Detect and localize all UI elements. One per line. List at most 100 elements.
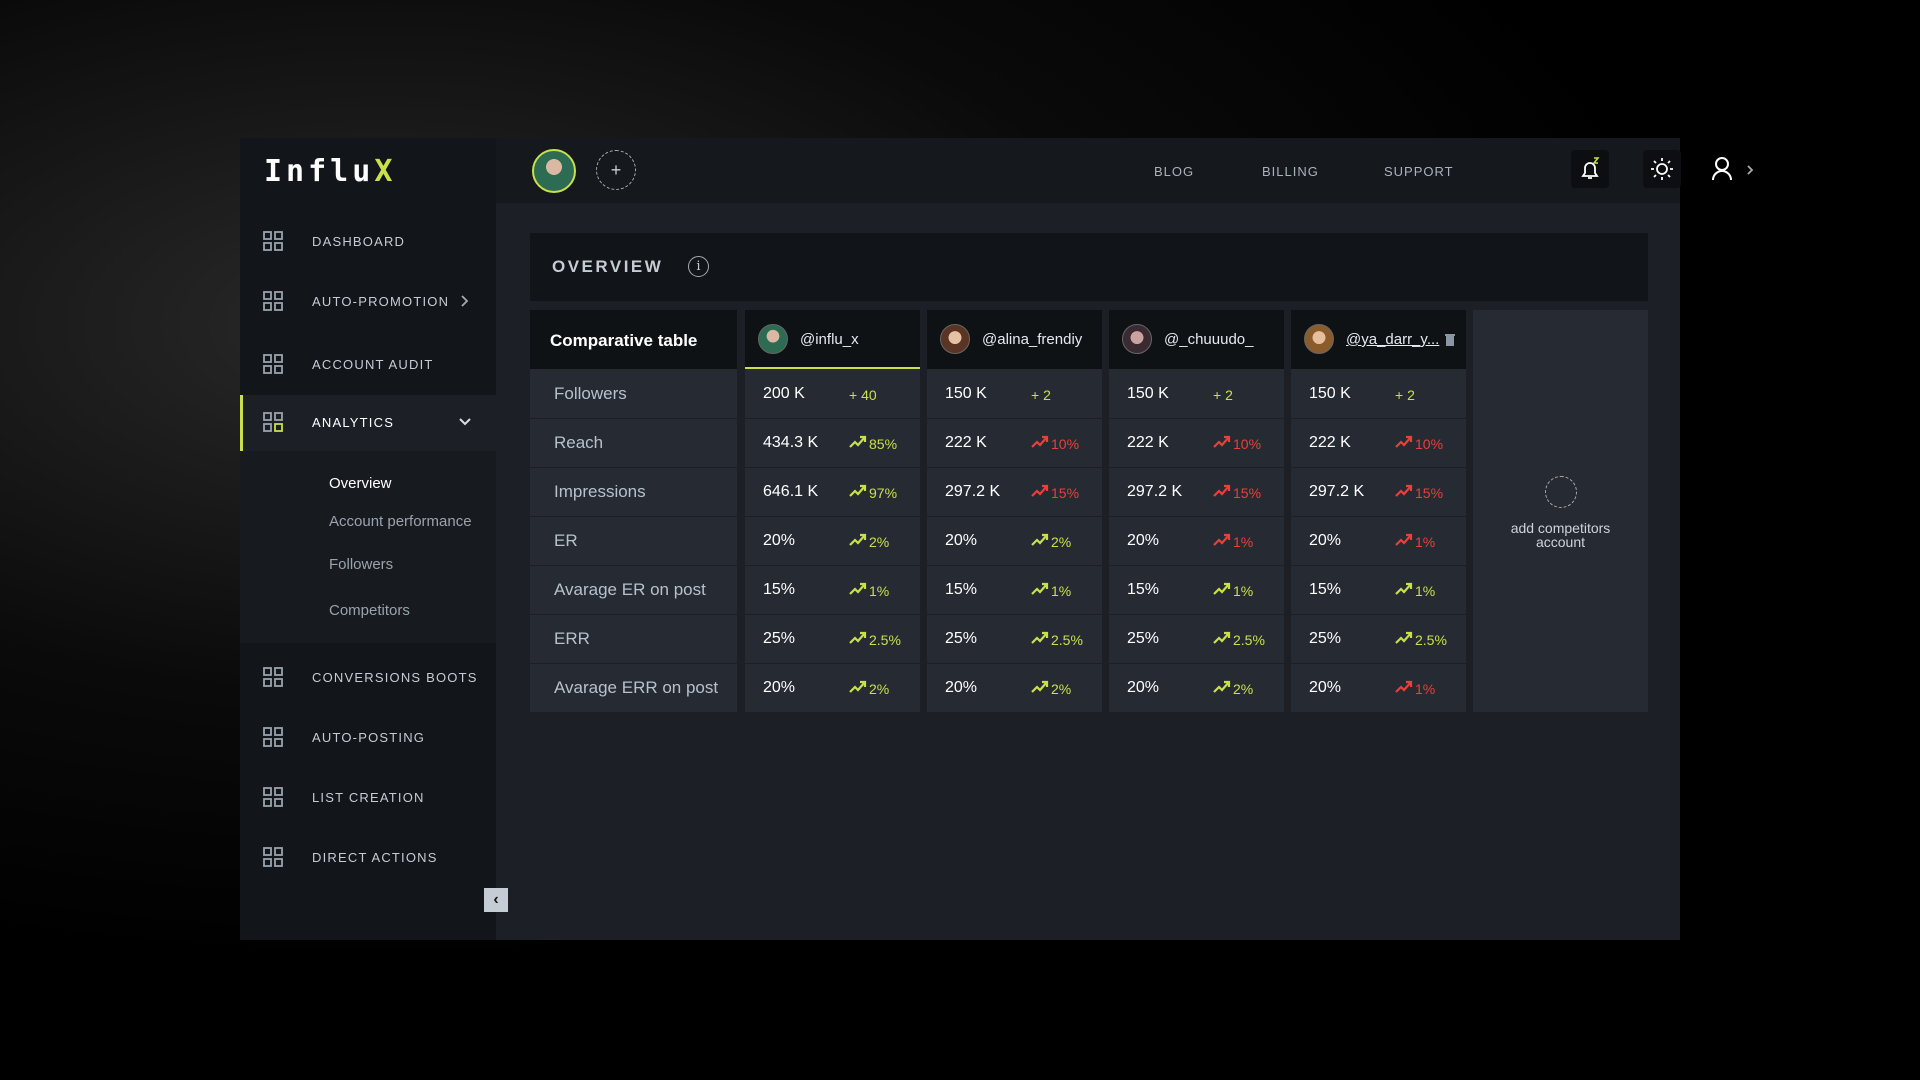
trend-icon-svg	[1395, 680, 1413, 693]
trend-icon	[1213, 533, 1231, 552]
trend-icon	[1213, 680, 1231, 699]
account-handle[interactable]: @influ_x	[800, 331, 859, 348]
nav-icon	[262, 290, 284, 317]
cell-value: 150 K	[945, 385, 987, 402]
nav-icon-svg	[263, 412, 283, 432]
account-avatar	[758, 324, 788, 354]
nav-item[interactable]: DIRECT ACTIONS	[240, 835, 496, 879]
cell-value: 20%	[763, 679, 796, 696]
cell-value: 20%	[1127, 532, 1160, 549]
sun-icon	[1651, 158, 1673, 180]
nav-chevron-svg	[461, 295, 469, 307]
add-account-button[interactable]: +	[596, 150, 636, 190]
delete-icon-svg	[1445, 334, 1455, 346]
nav-icon	[262, 666, 284, 693]
cell-value: 15%	[945, 581, 978, 598]
nav-item[interactable]: AUTO-POSTING	[240, 715, 496, 759]
cell-change: 1%	[1051, 583, 1072, 599]
trend-icon-svg	[1395, 582, 1413, 595]
add-competitor-label[interactable]: add competitors account	[1510, 520, 1611, 550]
trend-icon	[849, 435, 867, 454]
trend-icon-svg	[1213, 631, 1231, 644]
bell-icon	[1581, 157, 1600, 179]
nav-icon-svg	[263, 847, 283, 867]
cell-value: 25%	[763, 630, 796, 647]
cell-value: 15%	[1309, 581, 1342, 598]
row-divider	[745, 418, 920, 419]
trend-icon	[1031, 631, 1049, 650]
account-handle[interactable]: @alina_frendiy	[982, 331, 1083, 348]
trend-icon	[1395, 631, 1413, 650]
logo[interactable]: InfluX	[264, 154, 396, 189]
nav-item[interactable]: LIST CREATION	[240, 775, 496, 819]
submenu-item[interactable]: Followers	[329, 556, 394, 573]
cell-value: 20%	[945, 679, 978, 696]
account-header[interactable]: @influ_x	[745, 310, 920, 369]
top-link[interactable]: SUPPORT	[1384, 164, 1454, 179]
cell-change: 1%	[869, 583, 890, 599]
trend-icon	[1395, 582, 1413, 601]
nav-icon	[262, 786, 284, 813]
add-competitor-panel[interactable]: add competitors account	[1473, 310, 1648, 712]
nav-item[interactable]: CONVERSIONS BOOTS	[240, 655, 496, 699]
trend-icon	[1213, 484, 1231, 503]
account-header[interactable]: @ya_darr_y...	[1291, 310, 1466, 369]
cell-value: 150 K	[1127, 385, 1169, 402]
row-divider	[1109, 467, 1284, 468]
cell-change: 15%	[1051, 485, 1080, 501]
cell-value: 25%	[1127, 630, 1160, 647]
trend-icon-svg	[1031, 680, 1049, 693]
row-label: ER	[554, 531, 578, 550]
submenu-item[interactable]: Overview	[329, 475, 392, 492]
trend-icon-svg	[1213, 533, 1231, 546]
cell-change: 2.5%	[869, 632, 901, 648]
submenu-item[interactable]: Competitors	[329, 602, 410, 619]
info-icon[interactable]: i	[688, 256, 709, 277]
topbar: + BLOG BILLING SUPPORT	[496, 138, 1754, 203]
row-divider	[745, 614, 920, 615]
nav-label: DIRECT ACTIONS	[312, 850, 438, 865]
cell-change: + 40	[849, 387, 877, 403]
top-link[interactable]: BLOG	[1154, 164, 1195, 179]
account-header[interactable]: @_chuuudo_	[1109, 310, 1284, 369]
top-link[interactable]: BILLING	[1262, 164, 1319, 179]
trend-icon	[1031, 680, 1049, 699]
account-avatar[interactable]	[532, 149, 576, 193]
profile-menu[interactable]	[1711, 156, 1771, 186]
app-window: InfluX ‹ DASHBOARD AUTO-PROMOTION ACCOUNT …	[240, 138, 1754, 940]
nav-item[interactable]: AUTO-PROMOTION	[240, 279, 496, 323]
account-handle[interactable]: @ya_darr_y...	[1346, 331, 1440, 348]
add-competitor-icon[interactable]	[1544, 476, 1577, 508]
nav-item[interactable]: DASHBOARD	[240, 219, 496, 263]
row-divider	[530, 418, 737, 419]
row-divider	[1109, 663, 1284, 664]
notifications-button[interactable]	[1571, 150, 1609, 188]
nav-item[interactable]: ACCOUNT AUDIT	[240, 342, 496, 386]
overview-header: OVERVIEW i	[530, 233, 1648, 301]
row-label: Avarage ER on post	[554, 580, 706, 599]
account-handle[interactable]: @_chuuudo_	[1164, 331, 1254, 348]
collapse-button[interactable]: ‹	[484, 888, 508, 912]
account-header[interactable]: @alina_frendiy	[927, 310, 1102, 369]
row-divider	[1291, 418, 1466, 419]
trend-icon	[1395, 533, 1413, 552]
trend-icon	[849, 680, 867, 699]
logo-accent: X	[374, 154, 397, 189]
cell-value: 297.2 K	[1127, 483, 1183, 500]
nav-icon-svg	[263, 787, 283, 807]
cell-value: 434.3 K	[763, 434, 819, 451]
theme-button[interactable]	[1643, 150, 1681, 188]
cell-change: 2%	[1051, 681, 1072, 697]
nav-chevron-svg	[459, 418, 471, 426]
nav-label: DASHBOARD	[312, 234, 406, 249]
trend-icon	[1031, 582, 1049, 601]
row-label: Reach	[554, 433, 604, 452]
sidebar: InfluX ‹ DASHBOARD AUTO-PROMOTION ACCOUNT …	[240, 138, 508, 940]
row-divider	[530, 614, 737, 615]
nav-item[interactable]: ANALYTICS	[240, 400, 496, 444]
cell-change: 2%	[1051, 534, 1072, 550]
trend-icon-svg	[849, 533, 867, 546]
submenu-item[interactable]: Account performance	[329, 513, 472, 530]
row-divider	[530, 516, 737, 517]
